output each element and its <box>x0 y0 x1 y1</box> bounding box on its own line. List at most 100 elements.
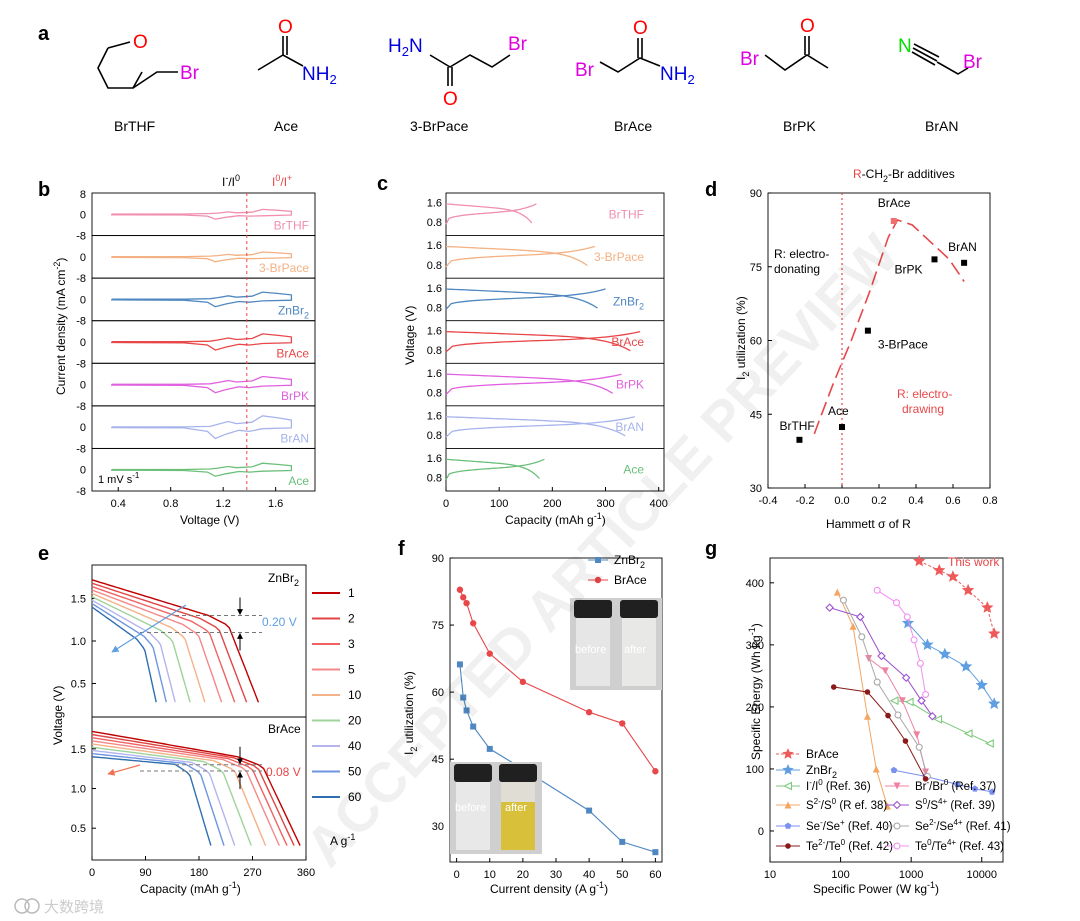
d-xtick-label: 0.0 <box>834 495 849 507</box>
vial-photo-znbr2: before after <box>450 762 542 854</box>
g-legend-mid: /Se <box>936 821 953 833</box>
brpk-bromine: Br <box>740 49 760 70</box>
brace-oxygen: O <box>633 18 648 39</box>
f-point-znbr2 <box>460 694 467 701</box>
c-xtick-label: 200 <box>543 498 561 510</box>
g-point <box>933 714 943 724</box>
g-ytick-label: 0 <box>758 826 764 838</box>
b-ytick: 0 <box>80 465 86 477</box>
b-cv-curve-znbr2 <box>111 291 293 308</box>
b-series-label: BrPK <box>281 389 309 403</box>
c-charge-curve-3-brpace <box>445 245 596 268</box>
g-legend-marker <box>893 782 901 790</box>
g-line <box>836 591 888 807</box>
c-ytick: 1.6 <box>427 453 442 465</box>
g-point <box>963 729 973 738</box>
b-scan-rate: 1 mV s-1 <box>98 471 140 486</box>
g-legend-sup: 0 <box>927 838 932 847</box>
d-point-brpk <box>931 256 938 263</box>
c-ytick: 0.8 <box>427 260 442 272</box>
g-legend-mid: /Te <box>932 841 947 853</box>
molecule-3-brpace <box>429 54 511 86</box>
g-legend-sup: - <box>927 778 930 787</box>
c-xtick-label: 0 <box>443 498 449 510</box>
e-plot-area: 1.5 1.0 0.5 1.5 1.0 0.5 0 90 180 270 360 <box>71 564 315 879</box>
g-point <box>892 599 901 607</box>
brace-nh: NH2 <box>660 64 695 87</box>
c-charge-curve-znbr2 <box>445 288 606 310</box>
g-line <box>876 589 927 695</box>
g-legend-sup: 2- <box>814 797 821 806</box>
g-xtick-label: 10 <box>764 869 776 881</box>
b-ylabel: Current density (mA cm-2) <box>52 258 68 395</box>
b-ytick: -8 <box>76 443 86 455</box>
c-series-label: 3-BrPace <box>594 250 644 264</box>
d-xtick-label: 0.8 <box>982 495 997 507</box>
g-ytick-label: 400 <box>746 578 764 590</box>
g-legend-label: Se2-/Se4+ (Ref. 41) <box>915 818 1011 833</box>
e-xtick-label: 0 <box>89 867 95 879</box>
d-annot-donating-2: donating <box>774 262 820 276</box>
e-curve-brace-3 <box>91 737 288 846</box>
c-series-label: BrPK <box>616 378 644 392</box>
e-curve-brace-10 <box>91 743 267 846</box>
d-ytick-label: 45 <box>750 409 762 421</box>
g-point <box>873 586 881 594</box>
d-point-brthf <box>796 436 803 443</box>
vial-photo-brace: before after <box>570 598 662 690</box>
g-point <box>933 563 946 576</box>
c-charge-curve-brthf <box>445 203 537 225</box>
b-cv-curve-3-brpace <box>111 251 293 263</box>
brthf-bromine: Br <box>180 63 200 84</box>
g-legend-mid: /S <box>821 800 832 812</box>
g-legend-sup: 2- <box>929 818 936 827</box>
g-xtick-label: 1000 <box>899 869 923 881</box>
brpace-h2n: H2N <box>388 36 423 59</box>
c-plot-area: 1.6 0.8 BrTHF 1.6 0.8 3-BrPace 1.6 0.8 ZnBr2 1.6 0… <box>427 192 668 510</box>
g-point <box>915 743 923 751</box>
g-point <box>917 696 926 705</box>
g-legend-sup: 4+ <box>938 797 947 806</box>
d-xtick-label: 0.2 <box>871 495 886 507</box>
g-legend-label-sub: 2 <box>832 770 837 780</box>
g-line <box>894 700 991 744</box>
f-point-brace <box>486 650 493 657</box>
g-point <box>883 802 891 810</box>
c-ytick: 1.6 <box>427 325 442 337</box>
g-legend-mid: /I <box>812 781 818 793</box>
f-ytick-label: 30 <box>432 821 444 833</box>
b-ytick: 0 <box>80 294 86 306</box>
d-ytick-label: 75 <box>750 262 762 274</box>
c-ytick: 0.8 <box>427 430 442 442</box>
e-legend-label: 3 <box>348 637 355 651</box>
e-curve-brace-50 <box>91 752 225 846</box>
g-point <box>858 633 866 641</box>
c-discharge-curve-bran <box>445 416 626 437</box>
g-legend-label: Te0/Te4+ (Ref. 43) <box>915 838 1004 853</box>
d-fit-curve <box>813 219 965 435</box>
d-point-label: 3-BrPace <box>878 338 928 352</box>
g-legend-label: Br-/Br0 (Ref. 37) <box>915 778 996 793</box>
g-point <box>855 612 865 622</box>
molecule-bran <box>911 43 969 75</box>
e-ytick-label: 1.5 <box>71 594 86 606</box>
f-point-brace <box>519 678 527 686</box>
f-legend-label-sub: 2 <box>640 560 645 570</box>
g-legend-marker <box>892 800 902 810</box>
c-ytick: 1.6 <box>427 368 442 380</box>
e-sub-znbr2: ZnBr2 <box>268 571 299 588</box>
c-charge-curve-brpk <box>445 373 622 395</box>
panel-label-b: b <box>38 179 50 201</box>
f-plot-area: 0 10 20 30 40 50 60 30 45 60 75 90 ZnBr2 BrAce <box>432 553 663 881</box>
f-point-znbr2 <box>586 807 593 814</box>
c-charge-curve-bran <box>445 416 635 438</box>
f-xtick-label: 10 <box>484 869 496 881</box>
g-line <box>829 607 933 717</box>
g-legend-marker <box>785 843 791 849</box>
d-xtick-label: -0.4 <box>759 495 778 507</box>
panel-label-e: e <box>38 543 49 565</box>
g-point <box>985 739 994 748</box>
d-point-3-brpace <box>864 327 871 334</box>
e-ytick-label: 1.0 <box>71 784 86 796</box>
g-legend-sup: 0 <box>818 778 823 787</box>
